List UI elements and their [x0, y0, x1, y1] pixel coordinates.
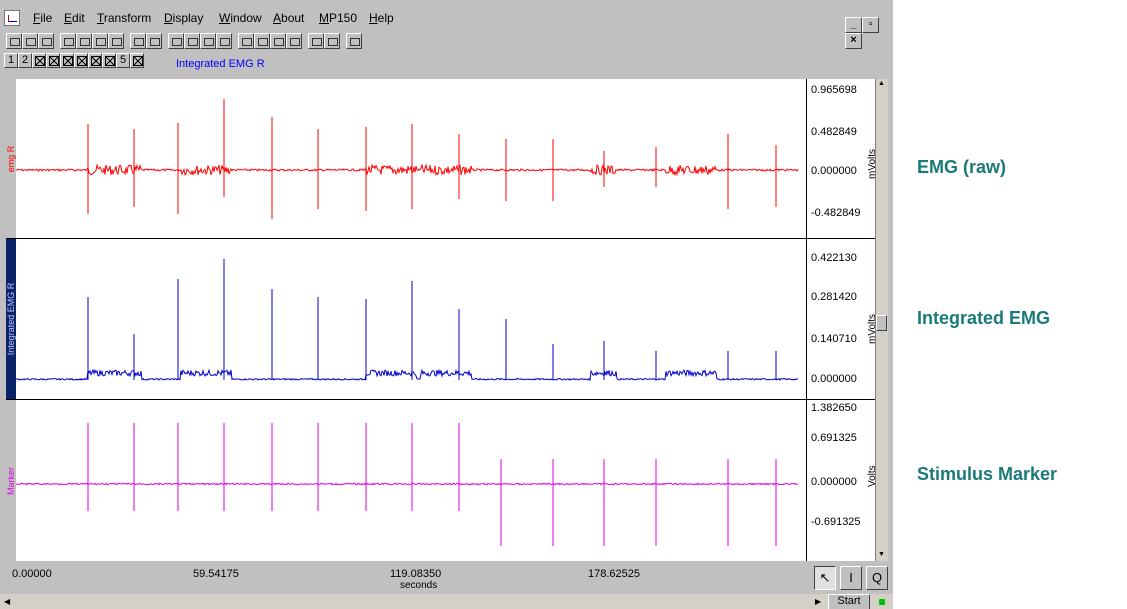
emg-tick-3: 0.000000	[811, 165, 857, 177]
tool-icon-10[interactable]	[168, 33, 184, 49]
start-button[interactable]: Start	[828, 594, 870, 609]
menu-help[interactable]: Help	[369, 11, 394, 25]
time-label-3: 119.08350	[390, 568, 442, 580]
minimize-button[interactable]: _	[845, 17, 862, 33]
channel-divider-1	[6, 238, 876, 239]
tool-icon-5[interactable]	[76, 33, 92, 49]
menu-edit[interactable]: Edit	[64, 11, 85, 25]
channel-name-marker: Marker	[6, 466, 16, 495]
tool-icon-20[interactable]	[346, 33, 362, 49]
channel-6-hidden-icon[interactable]	[74, 53, 88, 68]
menu-file[interactable]: File	[33, 11, 53, 25]
time-label-4: 178.62525	[588, 568, 640, 580]
waveform-plot-area[interactable]	[16, 79, 806, 561]
time-label-2: 59.54175	[193, 568, 239, 580]
channel-8-hidden-icon[interactable]	[102, 53, 116, 68]
emg-tick-2: 0.482849	[811, 126, 857, 138]
integrated-tick-1: 0.422130	[811, 252, 857, 264]
close-button[interactable]: ×	[845, 33, 862, 49]
tool-icon-18[interactable]	[308, 33, 324, 49]
tool-icon-6[interactable]	[92, 33, 108, 49]
tool-icon-14[interactable]	[238, 33, 254, 49]
emg-tick-4: -0.482849	[811, 207, 861, 219]
channel-10-hidden-icon[interactable]	[130, 53, 144, 68]
menu-about[interactable]: About	[273, 11, 305, 25]
tool-icon-8[interactable]	[130, 33, 146, 49]
tool-icon-15[interactable]	[254, 33, 270, 49]
tool-icon-19[interactable]	[324, 33, 340, 49]
annotation-stimulus-marker: Stimulus Marker	[917, 464, 1058, 484]
vertical-scroll-thumb[interactable]	[876, 315, 887, 331]
marker-tick-4: -0.691325	[811, 516, 861, 528]
time-axis: 0.00000 59.54175 119.08350 178.62525 sec…	[6, 562, 806, 594]
vertical-scrollbar[interactable]: ▲ ▼	[875, 79, 888, 561]
acqknowledge-window: File Edit Transform Display Window About…	[0, 0, 893, 609]
tool-icon-4[interactable]	[60, 33, 76, 49]
menu-window[interactable]: Window	[219, 11, 262, 25]
app-icon[interactable]	[4, 10, 20, 26]
annotation-integrated-emg: Integrated EMG	[917, 308, 1051, 328]
zoom-tool-icon[interactable]: Q	[866, 566, 888, 590]
menu-transform[interactable]: Transform	[97, 11, 152, 25]
tool-icon-16[interactable]	[270, 33, 286, 49]
tool-icon-2[interactable]	[22, 33, 38, 49]
channel-2-button[interactable]: 2	[18, 53, 32, 68]
restore-button[interactable]: ▫	[862, 17, 879, 33]
tool-icon-3[interactable]	[38, 33, 54, 49]
menu-display[interactable]: Display	[164, 11, 204, 25]
raw-emg-trace	[16, 163, 799, 177]
tool-icon-9[interactable]	[146, 33, 162, 49]
integrated-tick-2: 0.281420	[811, 291, 857, 303]
channel-4-hidden-icon[interactable]	[46, 53, 60, 68]
window-controls: _ ▫×	[845, 17, 893, 49]
channel-5-hidden-icon[interactable]	[60, 53, 74, 68]
emg-tick-1: 0.965698	[811, 84, 857, 96]
time-label-1: 0.00000	[12, 568, 52, 580]
amplitude-scale-area: 0.965698 0.482849 0.000000 -0.482849 mVo…	[806, 79, 878, 561]
tool-icon-1[interactable]	[6, 33, 22, 49]
ibeam-tool-icon[interactable]: I	[840, 566, 862, 590]
channel-name-integrated: Integrated EMG R	[6, 282, 16, 356]
channel-7-hidden-icon[interactable]	[88, 53, 102, 68]
marker-tick-1: 1.382650	[811, 402, 857, 414]
tool-icon-12[interactable]	[200, 33, 216, 49]
time-unit: seconds	[400, 580, 438, 591]
menu-bar: File Edit Transform Display Window About…	[0, 8, 893, 49]
integrated-tick-4: 0.000000	[811, 373, 857, 385]
waveform-svg	[16, 99, 799, 546]
horizontal-scrollbar[interactable]: ◀ ▶	[0, 594, 893, 609]
tool-icon-11[interactable]	[184, 33, 200, 49]
integrated-emg-trace	[16, 368, 799, 382]
active-channel-label: Integrated EMG R	[176, 58, 265, 70]
status-indicator-icon	[879, 599, 885, 605]
marker-tick-3: 0.000000	[811, 476, 857, 488]
annotation-emg-raw: EMG (raw)	[917, 157, 1007, 177]
channel-3-hidden-icon[interactable]	[32, 53, 46, 68]
scroll-down-icon[interactable]: ▼	[878, 551, 885, 558]
tool-icon-17[interactable]	[286, 33, 302, 49]
channel-1-button[interactable]: 1	[4, 53, 18, 68]
scroll-up-icon[interactable]: ▲	[878, 80, 885, 87]
scroll-left-icon[interactable]: ◀	[4, 597, 11, 606]
channel-5-button[interactable]: 5	[116, 53, 130, 68]
marker-tick-2: 0.691325	[811, 432, 857, 444]
menu-mp150[interactable]: MP150	[319, 11, 358, 25]
channel-divider-2	[6, 399, 876, 400]
scroll-right-icon[interactable]: ▶	[815, 597, 822, 606]
channel-name-emg: emg R	[6, 145, 16, 172]
integrated-tick-3: 0.140710	[811, 333, 857, 345]
tool-icon-13[interactable]	[216, 33, 232, 49]
marker-trace	[16, 482, 799, 486]
arrow-tool-icon[interactable]: ↖	[814, 566, 836, 590]
tool-icon-7[interactable]	[108, 33, 124, 49]
